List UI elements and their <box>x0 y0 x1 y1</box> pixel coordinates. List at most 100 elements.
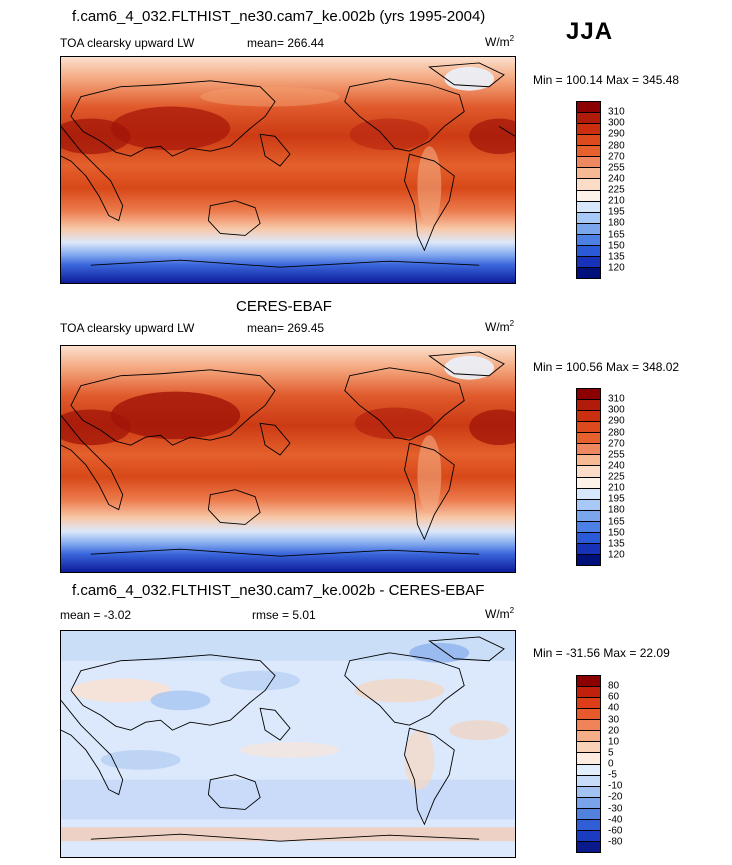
colorbar-tick-label: 270 <box>608 438 625 450</box>
colorbar-tick-label: 120 <box>608 262 625 274</box>
colorbar-tick-label: 310 <box>608 393 625 405</box>
colorbar-segment <box>577 499 600 511</box>
colorbar-tick-label: 210 <box>608 482 625 494</box>
colorbar-tick-label: 135 <box>608 251 625 263</box>
colorbar-segment <box>577 786 600 798</box>
panel-2-map <box>60 345 516 573</box>
panel-3-colorbar <box>576 675 601 853</box>
colorbar-tick-label: -10 <box>608 780 623 792</box>
colorbar-segment <box>577 797 600 809</box>
colorbar-tick-label: 120 <box>608 549 625 561</box>
colorbar-segment <box>577 488 600 500</box>
panel-1-minmax: Min = 100.14 Max = 345.48 <box>533 73 680 87</box>
colorbar-segment <box>577 543 600 555</box>
colorbar-tick-label: 0 <box>608 758 614 770</box>
colorbar-tick-label: 280 <box>608 140 625 151</box>
colorbar-tick-label: -30 <box>608 803 623 814</box>
colorbar-segment <box>577 808 600 820</box>
panel-2-variable: TOA clearsky upward LW <box>60 321 195 335</box>
panel-1-title: f.cam6_4_032.FLTHIST_ne30.cam7_ke.002b (… <box>72 8 486 25</box>
colorbar-tick-label: 255 <box>608 162 625 174</box>
colorbar-segment <box>577 113 600 125</box>
colorbar-segment <box>577 146 600 158</box>
colorbar-segment <box>577 411 600 423</box>
colorbar-segment <box>577 466 600 478</box>
colorbar-segment <box>577 687 600 699</box>
colorbar-segment <box>577 731 600 743</box>
colorbar-segment <box>577 455 600 467</box>
colorbar-segment <box>577 477 600 489</box>
colorbar-tick-label: -40 <box>608 814 623 826</box>
colorbar-tick-label: -5 <box>608 769 617 781</box>
colorbar-segment <box>577 720 600 732</box>
panel-1-map <box>60 56 516 284</box>
season-label: JJA <box>566 18 614 45</box>
colorbar-tick-label: 150 <box>608 240 625 252</box>
colorbar-segment <box>577 510 600 522</box>
colorbar-segment <box>577 190 600 202</box>
panel-3-units: W/m2 <box>485 606 515 621</box>
colorbar-segment <box>577 819 600 831</box>
colorbar-segment <box>577 444 600 456</box>
colorbar-tick-label: 255 <box>608 449 625 461</box>
panel-3-map <box>60 630 516 858</box>
colorbar-tick-label: 225 <box>608 471 625 483</box>
colorbar-segment <box>577 753 600 765</box>
colorbar-tick-label: 290 <box>608 128 625 140</box>
panel-3-map-field <box>61 631 515 857</box>
colorbar-segment <box>577 234 600 246</box>
colorbar-tick-label: 240 <box>608 173 625 185</box>
panel-3-mean: mean = -3.02 <box>60 608 132 622</box>
colorbar-tick-label: 135 <box>608 538 625 550</box>
panel-1-units: W/m2 <box>485 34 515 49</box>
panel-3-minmax: Min = -31.56 Max = 22.09 <box>533 646 670 660</box>
panel-2-colorbar <box>576 388 601 566</box>
colorbar-tick-label: 300 <box>608 117 625 129</box>
colorbar-segment <box>577 124 600 136</box>
panel-2-map-field <box>61 346 515 572</box>
colorbar-segment <box>577 157 600 169</box>
colorbar-tick-label: -60 <box>608 825 623 837</box>
colorbar-segment <box>577 267 600 278</box>
colorbar-tick-label: 80 <box>608 680 620 692</box>
colorbar-tick-label: 310 <box>608 106 625 118</box>
colorbar-tick-label: 30 <box>608 714 620 725</box>
colorbar-tick-label: 280 <box>608 427 625 438</box>
colorbar-segment <box>577 212 600 224</box>
colorbar-segment <box>577 742 600 754</box>
colorbar-tick-label: -80 <box>608 836 623 848</box>
colorbar-tick-label: 20 <box>608 725 620 737</box>
colorbar-tick-label: 195 <box>608 493 625 505</box>
colorbar-tick-label: -20 <box>608 791 623 803</box>
colorbar-tick-label: 210 <box>608 195 625 207</box>
colorbar-tick-label: 165 <box>608 229 625 240</box>
colorbar-segment <box>577 135 600 147</box>
colorbar-segment <box>577 389 600 401</box>
colorbar-segment <box>577 764 600 776</box>
colorbar-segment <box>577 698 600 710</box>
colorbar-segment <box>577 554 600 565</box>
colorbar-segment <box>577 422 600 434</box>
panel-2-units: W/m2 <box>485 319 515 334</box>
colorbar-segment <box>577 830 600 842</box>
panel-2-mean: mean= 269.45 <box>247 321 325 335</box>
colorbar-segment <box>577 709 600 721</box>
colorbar-segment <box>577 201 600 213</box>
panel-1-colorbar <box>576 101 601 279</box>
panel-1-variable: TOA clearsky upward LW <box>60 36 195 50</box>
colorbar-tick-label: 10 <box>608 736 620 748</box>
colorbar-segment <box>577 676 600 688</box>
panel-1-mean: mean= 266.44 <box>247 36 325 50</box>
colorbar-segment <box>577 102 600 114</box>
colorbar-segment <box>577 521 600 533</box>
colorbar-tick-label: 180 <box>608 504 625 516</box>
colorbar-tick-label: 180 <box>608 217 625 229</box>
colorbar-segment <box>577 256 600 268</box>
panel-2-minmax: Min = 100.56 Max = 348.02 <box>533 360 680 374</box>
panel-1-map-field <box>61 57 515 283</box>
panel-3-title: f.cam6_4_032.FLTHIST_ne30.cam7_ke.002b -… <box>72 582 485 599</box>
colorbar-segment <box>577 179 600 191</box>
colorbar-segment <box>577 245 600 257</box>
colorbar-tick-label: 40 <box>608 702 620 714</box>
colorbar-tick-label: 300 <box>608 404 625 416</box>
